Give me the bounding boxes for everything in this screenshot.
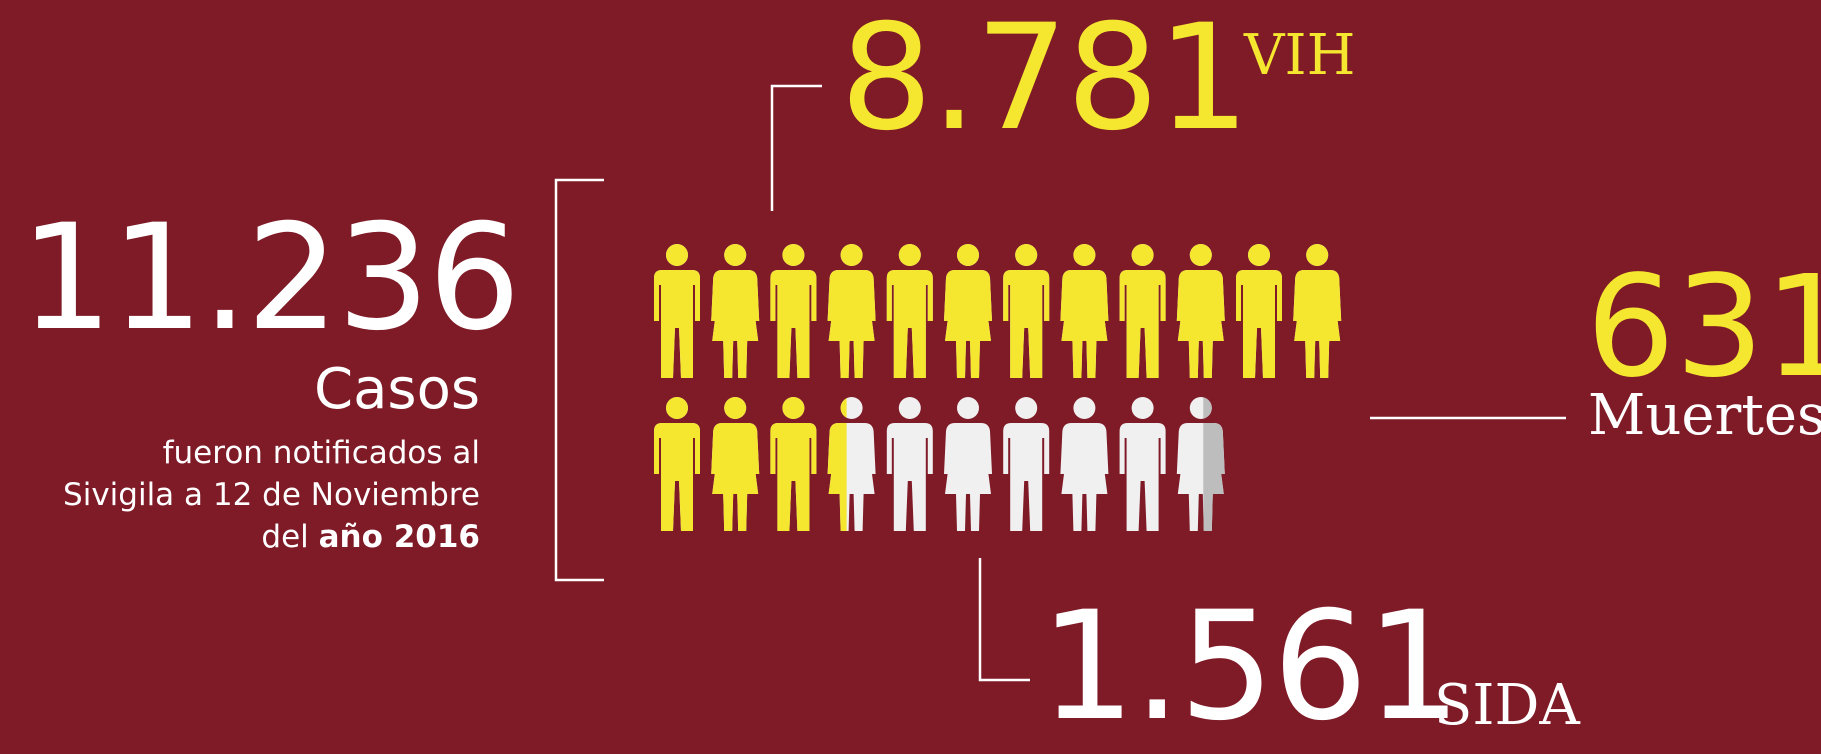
sida-label: SIDA: [1434, 673, 1580, 738]
woman-figure: [1060, 244, 1109, 378]
woman-figure: [827, 244, 876, 378]
man-figure: [770, 397, 817, 531]
description-line-3: del año 2016: [20, 516, 480, 558]
woman-figure: [944, 397, 992, 531]
man-figure: [1119, 397, 1166, 531]
description-line-2: Sivigila a 12 de Noviembre: [63, 477, 480, 513]
vih-connector: [770, 84, 822, 211]
man-figure: [1236, 244, 1282, 378]
description-year: año 2016: [318, 519, 480, 555]
woman-figure: [1293, 244, 1342, 378]
description-line-1: fueron notificados al: [162, 435, 480, 471]
deaths-number: 631: [1586, 246, 1821, 409]
woman-figure: [1176, 397, 1225, 531]
woman-figure: [1060, 397, 1109, 531]
man-figure: [1119, 244, 1166, 378]
group-bracket: [554, 178, 604, 582]
man-figure: [1003, 397, 1050, 531]
people-pictogram: [654, 244, 1342, 531]
man-figure: [654, 244, 700, 378]
man-figure: [654, 397, 700, 531]
man-figure: [886, 244, 933, 378]
description-prefix: del: [261, 519, 319, 555]
man-figure: [886, 397, 933, 531]
sida-number: 1.561: [1040, 580, 1461, 754]
woman-figure: [944, 244, 992, 378]
sida-connector: [978, 558, 1030, 682]
vih-label: VIH: [1244, 23, 1356, 88]
total-cases-label: Casos: [313, 357, 480, 422]
total-cases-number: 11.236: [20, 193, 521, 363]
woman-figure: [1176, 244, 1225, 378]
vih-number: 8.781: [840, 0, 1250, 163]
connector-lines: [554, 84, 1566, 682]
deaths-label: Muertes: [1588, 383, 1821, 448]
woman-figure: [711, 397, 760, 531]
total-cases-description: fueron notificados al Sivigila a 12 de N…: [20, 432, 480, 558]
man-figure: [770, 244, 817, 378]
woman-figure: [711, 244, 760, 378]
man-figure: [1003, 244, 1050, 378]
woman-figure: [827, 397, 876, 531]
